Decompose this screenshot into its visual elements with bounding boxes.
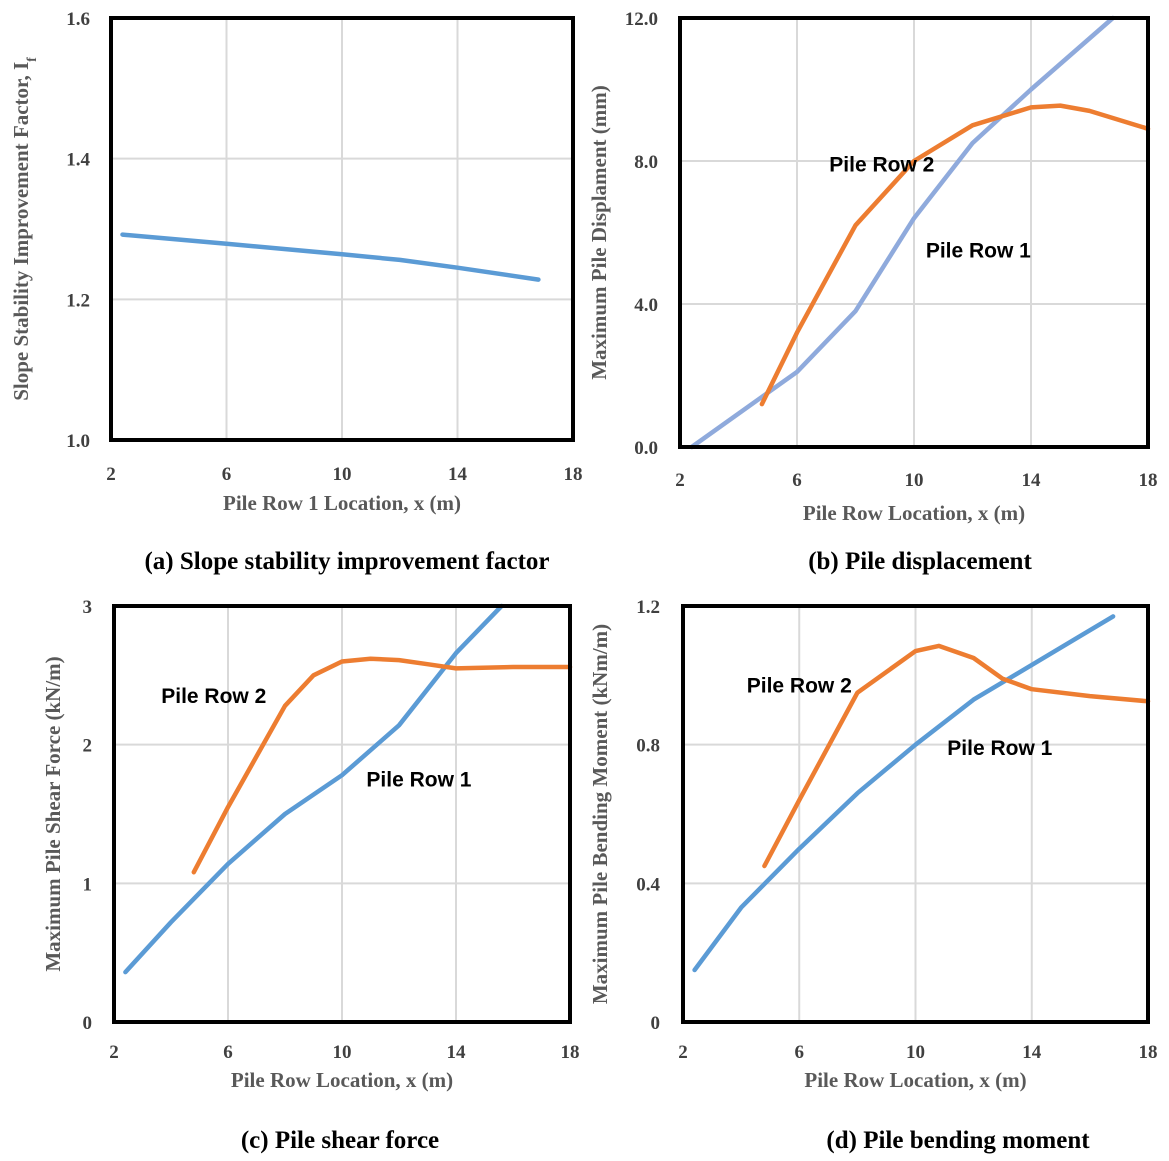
x-tick-label: 2 (109, 1042, 119, 1063)
y-tick-label: 12.0 (625, 9, 658, 30)
x-tick-label: 6 (222, 464, 232, 485)
x-tick-label: 14 (447, 1042, 467, 1063)
x-tick-label: 14 (448, 464, 468, 485)
chart-a-panel: 2 6 10 14 18 1.0 1.2 1.4 1.6 Pile Row 1 Location,… (9, 9, 583, 515)
caption-c: (c) Pile shear force (241, 1127, 439, 1154)
y-axis-label: Maximum Pile Bending Moment (kNm/m) (588, 624, 612, 1004)
caption-b: (b) Pile displacement (808, 548, 1032, 575)
y-tick-label: 0 (651, 1013, 661, 1034)
y-tick-label: 1.4 (66, 150, 90, 171)
x-tick-label: 10 (906, 1042, 925, 1063)
caption-d: (d) Pile bending moment (826, 1127, 1090, 1154)
x-tick-label: 14 (1022, 1042, 1042, 1063)
series-label-row2: Pile Row 2 (747, 675, 852, 698)
x-tick-label: 10 (333, 1042, 352, 1063)
y-tick-label: 0 (83, 1013, 93, 1034)
x-tick-label: 6 (792, 470, 802, 491)
y-tick-label: 2 (83, 736, 93, 757)
y-tick-label: 8.0 (634, 152, 658, 173)
series-line-row2 (191, 656, 573, 875)
y-axis-label-subscript: f (25, 57, 40, 62)
y-axis-label-text: Maximum Pile Bending Moment (kNm/m) (588, 624, 612, 1004)
plot-frame (681, 604, 1150, 1024)
series-line-row1 (692, 614, 1116, 973)
y-tick-label: 3 (83, 597, 93, 618)
y-tick-label: 0.0 (634, 438, 658, 459)
y-tick-label: 1.2 (636, 597, 660, 618)
x-tick-label: 14 (1022, 470, 1042, 491)
y-axis-label: Maximum Pile Displament (mm) (587, 85, 611, 380)
plot-frame (112, 604, 572, 1024)
x-tick-label: 18 (561, 1042, 580, 1063)
plot-frame (109, 16, 575, 442)
series-label-row1_b: Pile Row 1 (926, 240, 1031, 263)
y-tick-label: 1.0 (66, 431, 90, 452)
x-axis-label: Pile Row Location, x (m) (804, 1068, 1026, 1092)
x-tick-label: 10 (905, 470, 924, 491)
series-line-row2 (762, 643, 1151, 869)
y-tick-label: 4.0 (634, 295, 658, 316)
caption-a: (a) Slope stability improvement factor (144, 548, 549, 575)
y-axis-label: Slope Stability Improvement Factor, If (9, 57, 40, 401)
y-axis-label-text: Maximum Pile Displament (mm) (587, 85, 611, 380)
x-axis-label: Pile Row Location, x (m) (231, 1068, 453, 1092)
y-axis-label: Maximum Pile Shear Force (kN/m) (41, 656, 65, 971)
x-tick-label: 2 (675, 470, 685, 491)
x-tick-label: 18 (564, 464, 583, 485)
series-line-row1 (120, 232, 541, 282)
x-tick-label: 6 (795, 1042, 805, 1063)
x-axis-label: Pile Row Location, x (m) (803, 501, 1025, 525)
x-tick-label: 18 (1139, 1042, 1158, 1063)
y-tick-label: 0.4 (636, 874, 660, 895)
x-tick-label: 2 (678, 1042, 688, 1063)
x-tick-label: 6 (223, 1042, 233, 1063)
series-label-row1: Pile Row 1 (366, 768, 471, 791)
y-axis-label-text: Slope Stability Improvement Factor, I (9, 62, 33, 401)
series-label-row1: Pile Row 1 (947, 737, 1052, 760)
plot-frame (678, 16, 1150, 449)
y-axis-label-text: Maximum Pile Shear Force (kN/m) (41, 656, 65, 971)
y-tick-label: 1.2 (66, 290, 90, 311)
series-line-row1_b (689, 15, 1116, 450)
x-tick-label: 2 (106, 464, 116, 485)
chart-c-panel: 2 6 10 14 18 0 1 2 3 Pile Row Location, x (m) Maxi… (41, 597, 580, 1092)
y-tick-label: 1.6 (66, 9, 90, 30)
x-axis-label: Pile Row 1 Location, x (m) (223, 491, 461, 515)
chart-b-panel: 2 6 10 14 18 0.0 4.0 8.0 12.0 Pile Row Location, … (587, 9, 1158, 525)
x-tick-label: 18 (1139, 470, 1158, 491)
series-line-row2 (759, 103, 1151, 407)
series-label-row2: Pile Row 2 (829, 154, 934, 177)
x-tick-label: 10 (333, 464, 352, 485)
y-tick-label: 1 (83, 874, 93, 895)
chart-d-panel: 2 6 10 14 18 0 0.4 0.8 1.2 Pile Row Location, x (… (588, 597, 1158, 1092)
series-label-row2: Pile Row 2 (161, 685, 266, 708)
y-tick-label: 0.8 (636, 736, 660, 757)
